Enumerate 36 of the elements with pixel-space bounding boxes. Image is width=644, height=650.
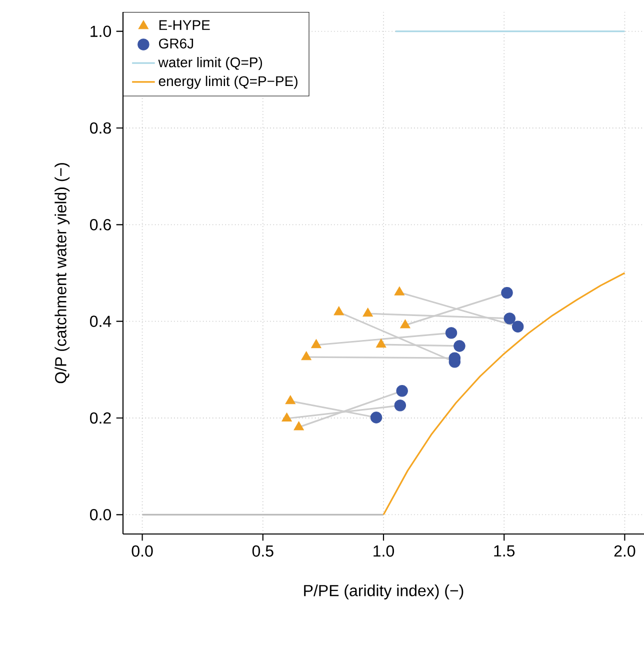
legend-label: E-HYPE [159,20,210,30]
point [370,412,382,424]
y-tick-label: 0.4 [90,316,112,327]
point [396,385,408,397]
point [394,400,406,412]
y-tick-label: 0.0 [90,509,112,520]
point [282,412,292,422]
y-tick-label: 1.0 [90,26,112,37]
y-tick-label: 0.6 [90,219,111,230]
x-tick-label: 2.0 [614,545,636,557]
point [394,286,405,296]
x-axis-title: P/PE (aridity index) (−) [304,584,464,600]
point [362,308,373,317]
point [311,339,322,348]
point [301,351,312,360]
y-axis-title: Q/P (catchment water yield) (−) [54,163,70,384]
point [454,340,466,352]
point [512,320,524,333]
y-tick-label: 0.2 [90,412,111,424]
line-series [382,272,626,516]
legend-label: water limit (Q=P) [158,57,262,70]
x-tick-label: 0.0 [132,545,153,557]
point [294,421,304,430]
point [334,306,344,316]
point [400,319,410,328]
legend-label: energy limit (Q=P−PE) [158,76,298,89]
point [504,312,516,324]
x-tick-label: 1.5 [494,545,515,557]
point [445,327,458,339]
x-tick-label: 0.5 [252,545,274,557]
point [501,286,513,299]
x-tick-label: 1.0 [374,545,394,557]
point [285,395,296,404]
legend-label: GR6J [159,38,194,48]
y-tick-label: 0.8 [90,122,111,134]
point [376,338,386,348]
